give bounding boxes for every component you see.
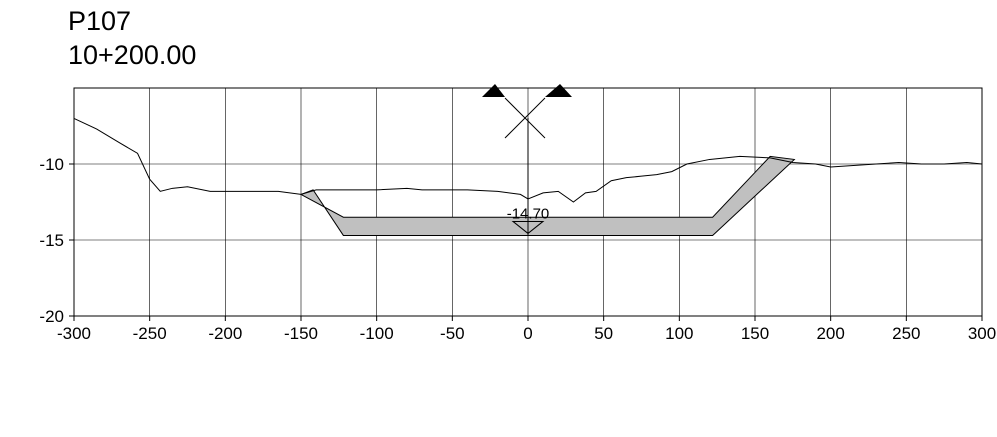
station-label: 10+200.00: [68, 40, 197, 70]
x-tick-label: -250: [133, 324, 167, 343]
x-tick-label: 0: [523, 324, 532, 343]
centerline-cross: [504, 97, 546, 139]
profile-id: P107: [68, 6, 132, 36]
y-tick-label: -10: [39, 155, 64, 174]
x-tick-label: 250: [892, 324, 920, 343]
x-tick-label: -50: [440, 324, 465, 343]
x-tick-label: -300: [57, 324, 91, 343]
profile-title: P107 10+200.00: [68, 4, 196, 72]
x-tick-label: 100: [665, 324, 693, 343]
x-tick-label: 300: [968, 324, 996, 343]
y-tick-label: -20: [39, 307, 64, 326]
x-tick-label: -100: [360, 324, 394, 343]
level-marker-icon: [511, 220, 545, 235]
channel-section: [299, 155, 796, 236]
x-tick-label: -150: [284, 324, 318, 343]
ground-line: [73, 117, 983, 203]
level-label: -14.70: [507, 205, 550, 222]
x-tick-label: 150: [741, 324, 769, 343]
flag-left-icon: [482, 84, 505, 97]
x-tick-label: -200: [208, 324, 242, 343]
y-tick-label: -15: [39, 231, 64, 250]
x-tick-label: 50: [594, 324, 613, 343]
flag-right-icon: [545, 84, 572, 97]
x-tick-label: 200: [816, 324, 844, 343]
